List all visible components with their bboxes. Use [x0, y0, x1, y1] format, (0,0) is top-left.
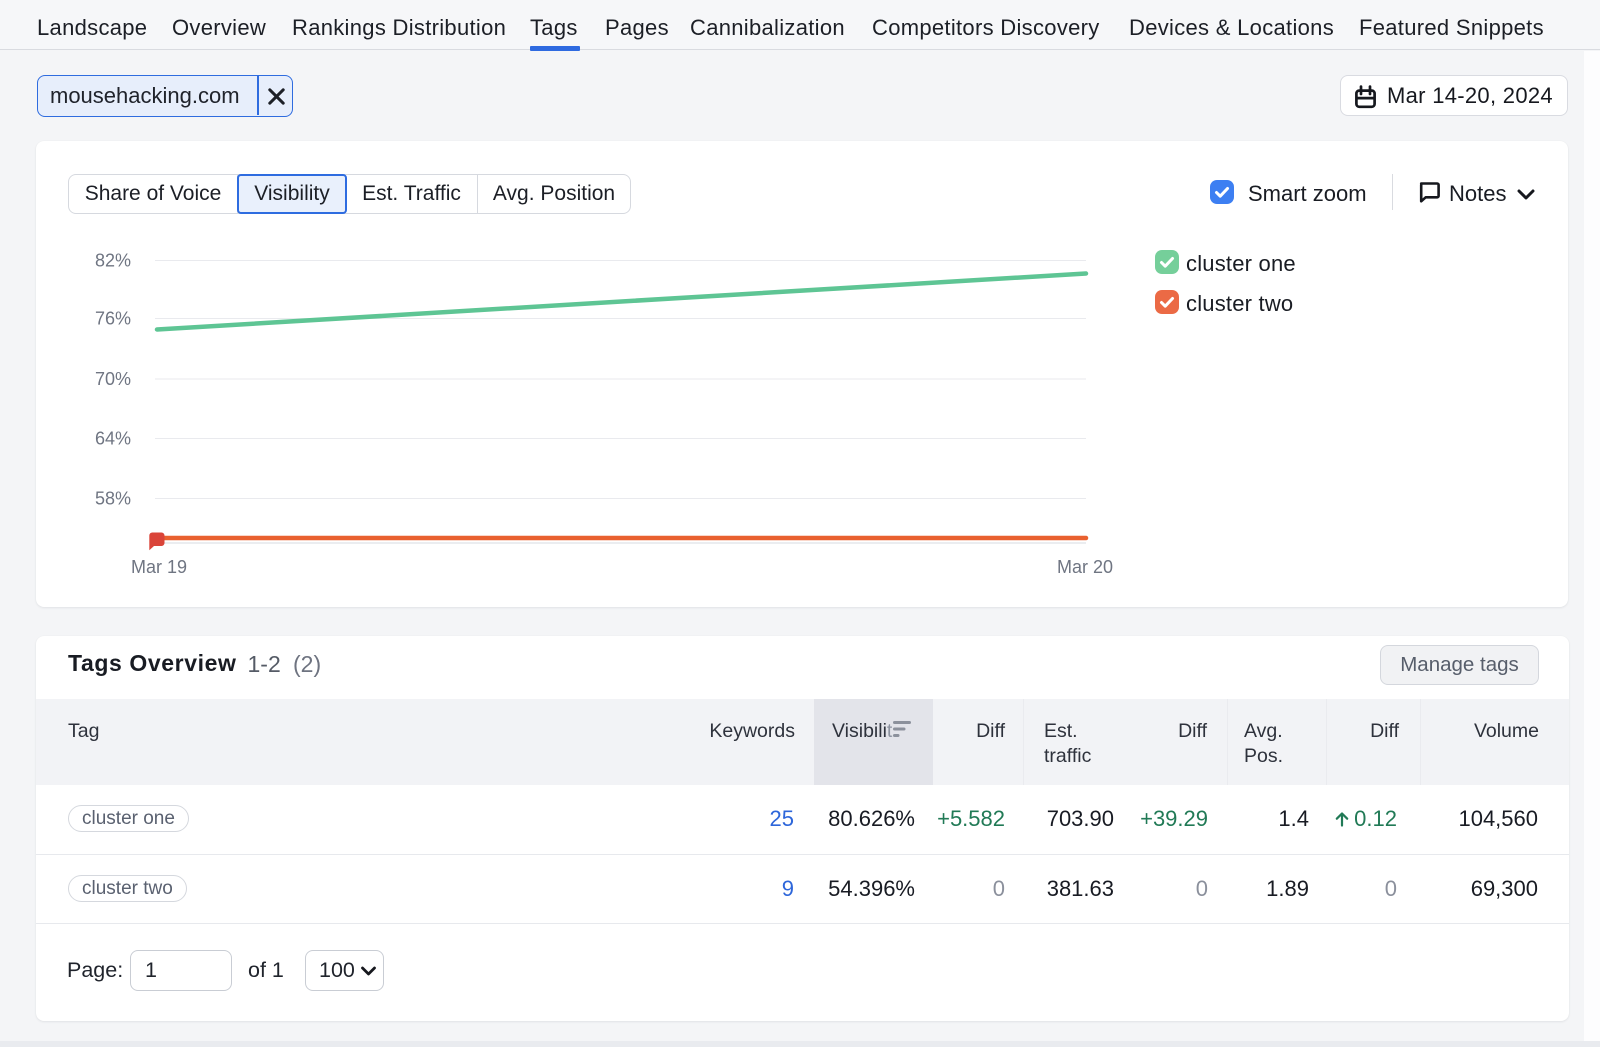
svg-text:58%: 58%	[95, 489, 131, 509]
svg-text:76%: 76%	[95, 309, 131, 329]
svg-text:64%: 64%	[95, 429, 131, 449]
svg-text:82%: 82%	[95, 251, 131, 271]
svg-text:70%: 70%	[95, 369, 131, 389]
svg-text:Mar 20: Mar 20	[1057, 557, 1113, 577]
svg-text:Mar 19: Mar 19	[131, 557, 187, 577]
